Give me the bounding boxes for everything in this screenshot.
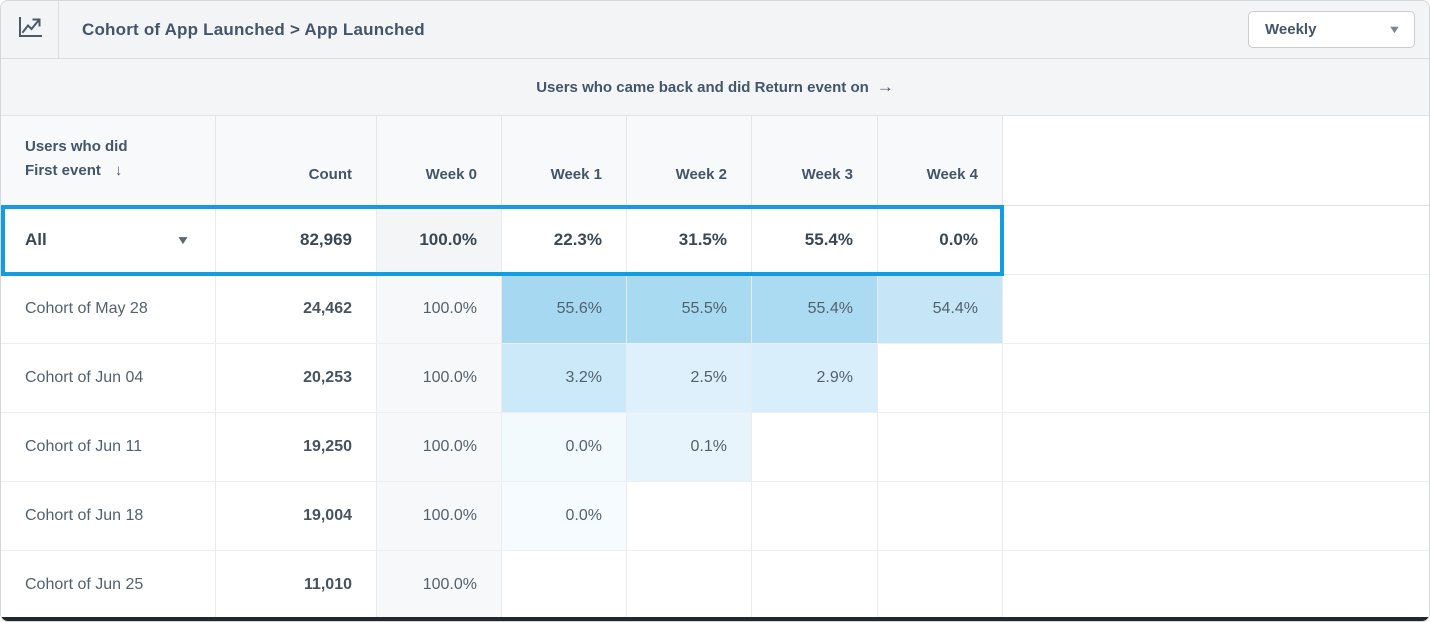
return-event-banner-text: Users who came back and did Return event… bbox=[536, 78, 869, 96]
retention-cell-week4: 0.0% bbox=[878, 206, 1003, 274]
cohort-label: Cohort of May 28 bbox=[1, 275, 216, 343]
interval-dropdown-value: Weekly bbox=[1265, 21, 1317, 38]
retention-cell-week2 bbox=[627, 482, 752, 550]
cohort-selector-label: All bbox=[25, 230, 47, 249]
retention-cell-week1: 22.3% bbox=[502, 206, 627, 274]
row-filler bbox=[1003, 275, 1429, 343]
table-row-cohort-may-28: Cohort of May 28 24,462 100.0% 55.6% 55.… bbox=[1, 275, 1429, 344]
right-arrow-icon: → bbox=[876, 77, 894, 96]
retention-cell-week2: 2.5% bbox=[627, 344, 752, 412]
cohort-label: Cohort of Jun 04 bbox=[1, 344, 216, 412]
retention-cell-week3 bbox=[752, 551, 878, 619]
row-filler bbox=[1003, 482, 1429, 550]
count-cell: 19,250 bbox=[216, 413, 377, 481]
table-row-cohort-jun-18: Cohort of Jun 18 19,004 100.0% 0.0% bbox=[1, 482, 1429, 551]
table-row-cohort-jun-04: Cohort of Jun 04 20,253 100.0% 3.2% 2.5%… bbox=[1, 344, 1429, 413]
retention-cell-week3: 55.4% bbox=[752, 275, 878, 343]
retention-cell-week1: 3.2% bbox=[502, 344, 627, 412]
retention-cell-week4: 54.4% bbox=[878, 275, 1003, 343]
cohort-label: Cohort of Jun 25 bbox=[1, 551, 216, 619]
row-filler bbox=[1003, 413, 1429, 481]
count-cell: 24,462 bbox=[216, 275, 377, 343]
column-header-count: Count bbox=[216, 116, 377, 205]
report-header-bar: Cohort of App Launched > App Launched We… bbox=[1, 1, 1429, 59]
table-header-row: Users who did First event ↓ Count Week 0 … bbox=[1, 116, 1429, 206]
retention-cell-week0: 100.0% bbox=[377, 551, 502, 619]
column-header-week4: Week 4 bbox=[878, 116, 1003, 205]
retention-cell-week1: 0.0% bbox=[502, 482, 627, 550]
bottom-edge-bar bbox=[1, 617, 1429, 621]
retention-cell-week4 bbox=[878, 413, 1003, 481]
column-header-week3: Week 3 bbox=[752, 116, 878, 205]
retention-cell-week4 bbox=[878, 344, 1003, 412]
row-filler bbox=[1003, 344, 1429, 412]
first-event-header-line1: Users who did bbox=[25, 138, 128, 155]
count-cell: 20,253 bbox=[216, 344, 377, 412]
retention-cell-week0: 100.0% bbox=[377, 344, 502, 412]
column-header-week0: Week 0 bbox=[377, 116, 502, 205]
return-event-banner: Users who came back and did Return event… bbox=[1, 59, 1429, 116]
retention-cell-week3 bbox=[752, 482, 878, 550]
retention-cell-week0: 100.0% bbox=[377, 206, 502, 274]
retention-cell-week1 bbox=[502, 551, 627, 619]
cohort-selector-all[interactable]: All ▼ bbox=[1, 206, 216, 274]
retention-cell-week1: 55.6% bbox=[502, 275, 627, 343]
retention-cell-week3 bbox=[752, 413, 878, 481]
count-cell: 82,969 bbox=[216, 206, 377, 274]
retention-cell-week2: 0.1% bbox=[627, 413, 752, 481]
row-filler bbox=[1003, 551, 1429, 619]
header-filler bbox=[1003, 116, 1429, 205]
retention-cell-week0: 100.0% bbox=[377, 482, 502, 550]
count-cell: 11,010 bbox=[216, 551, 377, 619]
retention-cell-week0: 100.0% bbox=[377, 413, 502, 481]
retention-cell-week4 bbox=[878, 551, 1003, 619]
retention-cell-week2: 31.5% bbox=[627, 206, 752, 274]
line-chart-icon bbox=[16, 15, 43, 45]
column-header-week2: Week 2 bbox=[627, 116, 752, 205]
table-row-all: All ▼ 82,969 100.0% 22.3% 31.5% 55.4% 0.… bbox=[1, 206, 1429, 275]
row-filler bbox=[1003, 206, 1429, 274]
retention-cell-week2 bbox=[627, 551, 752, 619]
breadcrumb: Cohort of App Launched > App Launched bbox=[82, 19, 425, 39]
interval-dropdown[interactable]: Weekly ▼ bbox=[1248, 11, 1415, 48]
retention-cell-week4 bbox=[878, 482, 1003, 550]
first-event-column-header[interactable]: Users who did First event ↓ bbox=[1, 116, 216, 205]
chevron-down-icon: ▼ bbox=[1387, 23, 1402, 36]
cohort-label: Cohort of Jun 11 bbox=[1, 413, 216, 481]
first-event-header-line2: First event bbox=[25, 162, 101, 179]
retention-cell-week3: 2.9% bbox=[752, 344, 878, 412]
retention-cell-week1: 0.0% bbox=[502, 413, 627, 481]
chart-type-button[interactable] bbox=[1, 1, 59, 58]
column-header-week1: Week 1 bbox=[502, 116, 627, 205]
cohort-label: Cohort of Jun 18 bbox=[1, 482, 216, 550]
retention-cell-week0: 100.0% bbox=[377, 275, 502, 343]
retention-cell-week2: 55.5% bbox=[627, 275, 752, 343]
sort-descending-icon: ↓ bbox=[114, 162, 123, 179]
chevron-down-icon: ▼ bbox=[175, 233, 191, 247]
count-cell: 19,004 bbox=[216, 482, 377, 550]
table-row-cohort-jun-11: Cohort of Jun 11 19,250 100.0% 0.0% 0.1% bbox=[1, 413, 1429, 482]
retention-cell-week3: 55.4% bbox=[752, 206, 878, 274]
table-row-cohort-jun-25: Cohort of Jun 25 11,010 100.0% bbox=[1, 551, 1429, 620]
